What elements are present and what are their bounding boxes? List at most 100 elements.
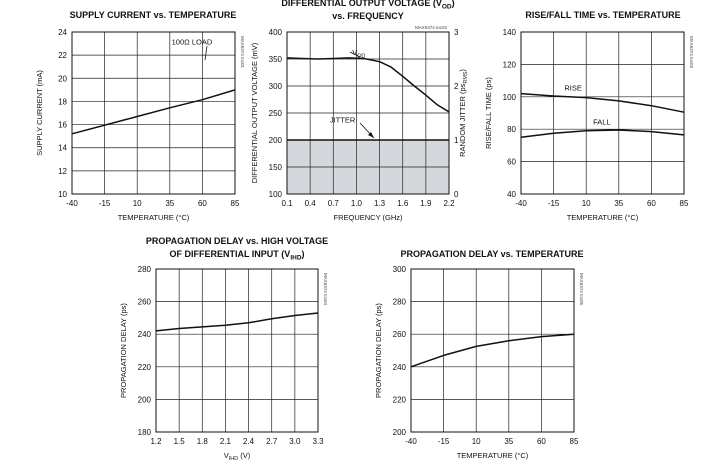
y-tick-label: 220 [393,395,407,404]
series-line-1 [286,57,450,113]
x-tick-label: -15 [548,199,560,208]
y-tick-label: 260 [138,298,152,307]
x-tick-label: 1.2 [150,437,162,446]
x-tick-label: 10 [472,437,481,446]
y-tick-label: 24 [58,28,67,37]
y-tick-label: 200 [269,136,283,145]
x-tick-label: 2.7 [266,437,278,446]
y-tick-label: 250 [269,109,283,118]
x-tick-label: 10 [133,199,142,208]
chart-title: RISE/FALL TIME vs. TEMPERATURE [525,10,680,20]
x-axis-label: TEMPERATURE (°C) [457,451,529,460]
x-tick-label: 0.7 [328,199,340,208]
y-tick-label: 220 [138,363,152,372]
x-axis-label: TEMPERATURE (°C) [567,213,639,222]
series-line-1 [71,89,236,135]
y-tick-label: 260 [393,330,407,339]
y-tick-label: 18 [58,97,67,106]
x-tick-label: 85 [231,199,240,208]
y-tick-label: 14 [58,144,67,153]
figure-code: MAX6374 toc03 [689,36,694,69]
vod-leader-line [349,51,361,58]
text-part: ) [452,0,455,8]
x-tick-label: 2.2 [443,199,455,208]
chart-title-line2: OF DIFFERENTIAL INPUT (VIHD) [169,249,304,262]
y-tick-label: 150 [269,163,283,172]
text-part: OF DIFFERENTIAL INPUT (V [169,249,290,259]
x-axis-label: FREQUENCY (GHz) [333,213,403,222]
y-tick-label: 200 [138,395,152,404]
y-right-tick-label: 3 [454,28,459,37]
y-right-tick-label: 0 [454,190,459,199]
figure-code: MAX6374 toc05 [579,273,584,306]
y-tick-label: 350 [269,55,283,64]
y-tick-label: 20 [58,74,67,83]
x-tick-label: 85 [570,437,579,446]
y-tick-label: 280 [393,298,407,307]
x-tick-label: 1.0 [351,199,363,208]
y-tick-label: 400 [269,28,283,37]
x-tick-label: 35 [504,437,513,446]
chart-5: -40 -15 10 35 60 85 200 220 240 260 280 300 TEMPERAT… [374,249,584,460]
y-right-tick-label: 2 [454,82,459,91]
y-tick-label: 140 [503,28,517,37]
text-part: ) [458,69,467,72]
figure-code: MAX6374 toc02 [415,25,448,30]
x-tick-label: 3.0 [289,437,301,446]
x-tick-label: 2.1 [220,437,232,446]
jitter-arrow-head [368,132,374,138]
x-tick-label: 10 [582,199,591,208]
y-axis-label: SUPPLY CURRENT (mA) [35,70,44,156]
y-tick-label: 100 [269,190,283,199]
x-tick-label: 1.9 [420,199,432,208]
annotation-label: VOD [352,48,365,59]
x-tick-label: 60 [647,199,656,208]
y-tick-label: 100 [503,93,517,102]
x-axis-label: VIHD (V) [224,451,251,462]
text-part: ) [302,249,305,259]
subscript-text: OD [442,4,452,11]
annotation-label: FALL [593,117,611,126]
x-tick-label: -15 [99,199,111,208]
chart-title: PROPAGATION DELAY vs. HIGH VOLTAGE [146,236,328,246]
annotation-label: 100Ω LOAD [172,38,213,47]
chart-title-line2: vs. FREQUENCY [332,11,404,21]
y-tick-label: 10 [58,190,67,199]
series-line-2 [520,129,685,139]
y-tick-label: 240 [138,330,152,339]
x-tick-label: 1.8 [197,437,209,446]
y-axis-label: DIFFERENTIAL OUTPUT VOLTAGE (mV) [250,42,259,183]
y-tick-label: 300 [269,82,283,91]
x-tick-label: -40 [405,437,417,446]
chart-title: DIFFERENTIAL OUTPUT VOLTAGE (VOD) [281,0,454,11]
text-part: DIFFERENTIAL OUTPUT VOLTAGE (V [281,0,442,8]
y-axis-label: RISE/FALL TIME (ps) [484,77,493,149]
annotation-label: JITTER [330,116,356,125]
y-tick-label: 40 [507,190,516,199]
plot-frame [286,31,450,195]
plot-frame [155,268,319,433]
text-part: V [352,48,357,57]
series-line-1 [410,333,575,368]
subscript-text: IHD [229,456,238,462]
text-part: RANDOM JITTER (ps [458,83,467,157]
plot-frame [520,31,685,195]
annotation-label: RISE [564,83,582,92]
text-part: V [224,451,229,460]
x-tick-label: 1.5 [174,437,186,446]
x-tick-label: -40 [66,199,78,208]
chart-3: -40 -15 10 35 60 85 40 60 80 100 120 140 TEMPERATURE… [484,10,694,222]
chart-2: 0.1 0.4 0.7 1.0 1.3 1.6 1.9 2.2 100 150 200 250 300 3… [250,0,469,222]
x-tick-label: -15 [438,437,450,446]
y-tick-label: 80 [507,125,516,134]
x-tick-label: 1.3 [374,199,386,208]
subscript-text: RMS [463,71,469,83]
y-tick-label: 60 [507,158,516,167]
y-right-tick-label: 1 [454,136,459,145]
series-line-1 [520,92,685,113]
chart-title: PROPAGATION DELAY vs. TEMPERATURE [400,249,583,259]
x-tick-label: 60 [537,437,546,446]
y-right-axis-label: RANDOM JITTER (psRMS) [458,69,469,157]
y-tick-label: 120 [503,60,517,69]
